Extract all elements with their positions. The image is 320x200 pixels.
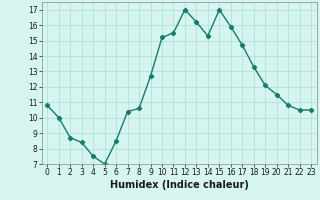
X-axis label: Humidex (Indice chaleur): Humidex (Indice chaleur) [110,180,249,190]
